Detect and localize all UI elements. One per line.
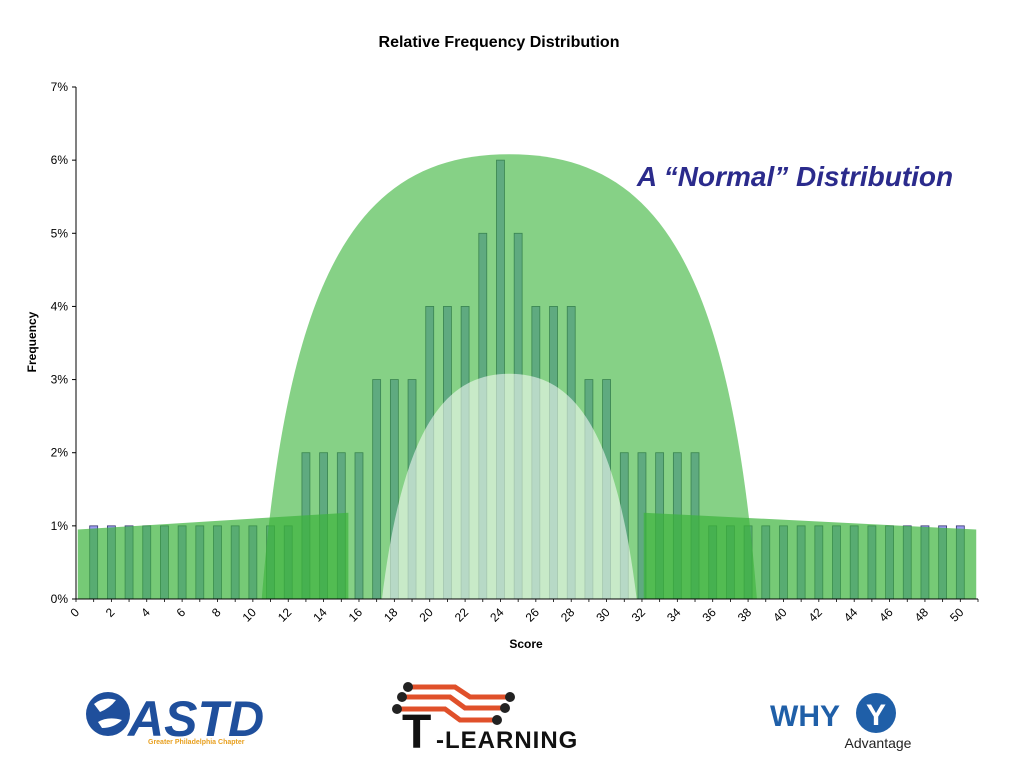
x-tick-label: 24 xyxy=(487,605,507,625)
whyy-badge-icon xyxy=(856,693,896,733)
x-tick-label: 26 xyxy=(523,605,543,625)
y-axis-label: Frequency xyxy=(25,311,39,372)
x-tick-label: 48 xyxy=(912,605,932,625)
x-tick-label: 2 xyxy=(103,605,118,620)
y-tick-label: 0% xyxy=(51,592,69,606)
x-tick-label: 42 xyxy=(806,605,826,625)
y-tick-label: 1% xyxy=(51,519,69,533)
right-tail-shape xyxy=(643,512,977,599)
x-tick-label: 50 xyxy=(947,605,967,625)
x-tick-label: 38 xyxy=(735,605,755,625)
axes xyxy=(75,87,978,600)
y-tick-label: 3% xyxy=(51,373,69,387)
x-tick-label: 34 xyxy=(664,605,684,625)
astd-globe-icon xyxy=(86,692,130,736)
y-tick-label: 7% xyxy=(51,80,69,94)
x-tick-label: 46 xyxy=(876,605,896,625)
x-tick-label: 0 xyxy=(67,605,82,620)
circuit-icon xyxy=(392,682,515,725)
whyy-logo: WHY Y Advantage xyxy=(770,693,912,751)
whyy-logo-subtitle: Advantage xyxy=(845,735,912,751)
y-tick-label: 5% xyxy=(51,226,69,240)
x-tick-label: 18 xyxy=(381,605,401,625)
x-tick-label: 4 xyxy=(138,605,153,620)
x-tick-label: 20 xyxy=(417,605,437,625)
x-tick-label: 32 xyxy=(629,605,649,625)
x-tick-label: 14 xyxy=(310,605,330,625)
x-tick-label: 36 xyxy=(699,605,719,625)
x-tick-label: 22 xyxy=(452,605,472,625)
x-tick-label: 16 xyxy=(346,605,366,625)
chart-title: Relative Frequency Distribution xyxy=(379,34,620,51)
x-tick-label: 8 xyxy=(209,605,224,620)
x-tick-label: 12 xyxy=(275,605,295,625)
tlearning-logo-letter: T xyxy=(402,706,431,759)
x-tick-label: 28 xyxy=(558,605,578,625)
astd-swoosh-icon xyxy=(94,698,122,728)
distribution-overlays xyxy=(77,154,977,599)
astd-logo-subtitle: Greater Philadelphia Chapter xyxy=(148,739,245,746)
x-tick-label: 44 xyxy=(841,605,861,625)
x-tick-label: 10 xyxy=(240,605,260,625)
x-axis-label: Score xyxy=(509,637,543,651)
astd-logo-text: ASTD xyxy=(126,691,264,747)
whyy-badge-letter: Y xyxy=(866,699,886,732)
tlearning-logo-text: -LEARNING xyxy=(436,727,578,754)
tlearning-logo: T -LEARNING xyxy=(392,682,578,759)
y-tick-label: 4% xyxy=(51,299,69,313)
x-tick-label: 30 xyxy=(593,605,613,625)
whyy-logo-text: WHY xyxy=(770,700,840,733)
y-tick-label: 6% xyxy=(51,153,69,167)
x-tick-label: 6 xyxy=(174,605,189,620)
left-tail-shape xyxy=(77,512,349,599)
y-tick-label: 2% xyxy=(51,446,69,460)
astd-logo: ASTD Greater Philadelphia Chapter xyxy=(86,691,264,747)
normal-distribution-annotation: A “Normal” Distribution xyxy=(636,161,953,192)
x-tick-label: 40 xyxy=(770,605,790,625)
inner-distribution-curve xyxy=(381,373,637,599)
